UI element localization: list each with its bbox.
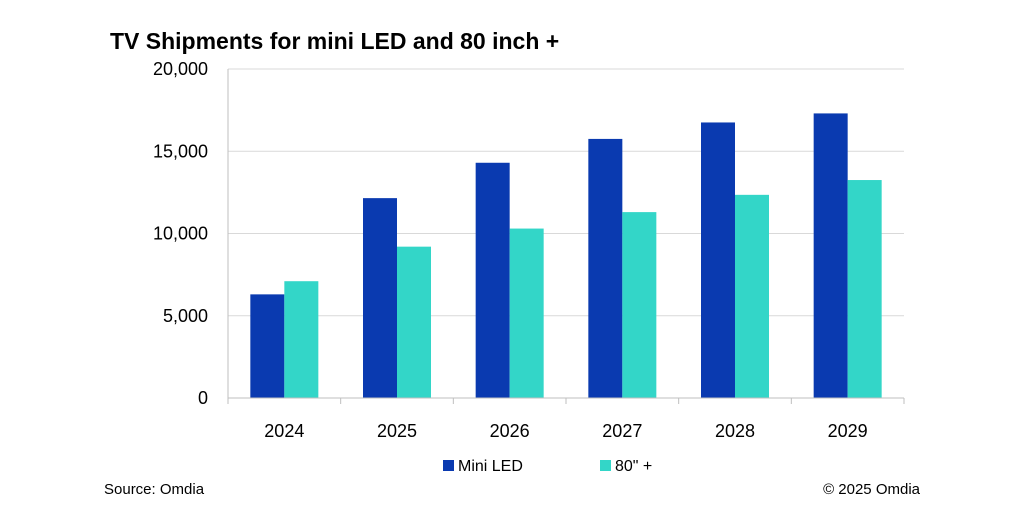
bar-80-inch-plus-2028	[735, 194, 769, 398]
bar-mini-led-2025	[363, 198, 397, 398]
y-axis-ticks: 0 5,000 10,000 15,000 20,000	[153, 59, 208, 408]
legend: Mini LED 80" +	[443, 458, 652, 475]
x-tick-label: 2025	[377, 421, 417, 441]
bar-mini-led-2024	[250, 294, 285, 398]
bar-mini-led-2026	[475, 162, 510, 398]
y-tick-label: 10,000	[153, 224, 208, 244]
gridlines	[228, 68, 904, 317]
bar-mini-led-2028	[701, 122, 735, 399]
x-tick-label: 2027	[602, 421, 642, 441]
legend-label: 80" +	[615, 458, 652, 475]
y-tick-label: 5,000	[163, 306, 208, 326]
bar-80-inch-plus-2029	[847, 180, 882, 398]
y-tick-label: 20,000	[153, 59, 208, 79]
bar-mini-led-2027	[588, 138, 623, 398]
bar-80-inch-plus-2025	[397, 246, 431, 398]
y-tick-label: 15,000	[153, 141, 208, 161]
legend-label: Mini LED	[458, 458, 523, 475]
x-tick-label: 2026	[490, 421, 530, 441]
bar-mini-led-2029	[813, 113, 848, 398]
chart-title: TV Shipments for mini LED and 80 inch +	[110, 28, 560, 54]
x-tick-label: 2024	[264, 421, 304, 441]
bars	[250, 113, 882, 399]
y-tick-label: 0	[198, 388, 208, 408]
legend-swatch	[443, 460, 454, 471]
copyright-note: © 2025 Omdia	[823, 481, 920, 498]
axes	[227, 69, 905, 404]
legend-swatch	[600, 460, 611, 471]
x-tick-label: 2029	[828, 421, 868, 441]
bar-80-inch-plus-2026	[509, 228, 544, 398]
bar-80-inch-plus-2024	[284, 281, 319, 398]
x-axis-ticks: 2024 2025 2026 2027 2028 2029	[264, 421, 867, 441]
x-tick-label: 2028	[715, 421, 755, 441]
source-note: Source: Omdia	[104, 481, 205, 498]
bar-80-inch-plus-2027	[622, 212, 657, 398]
